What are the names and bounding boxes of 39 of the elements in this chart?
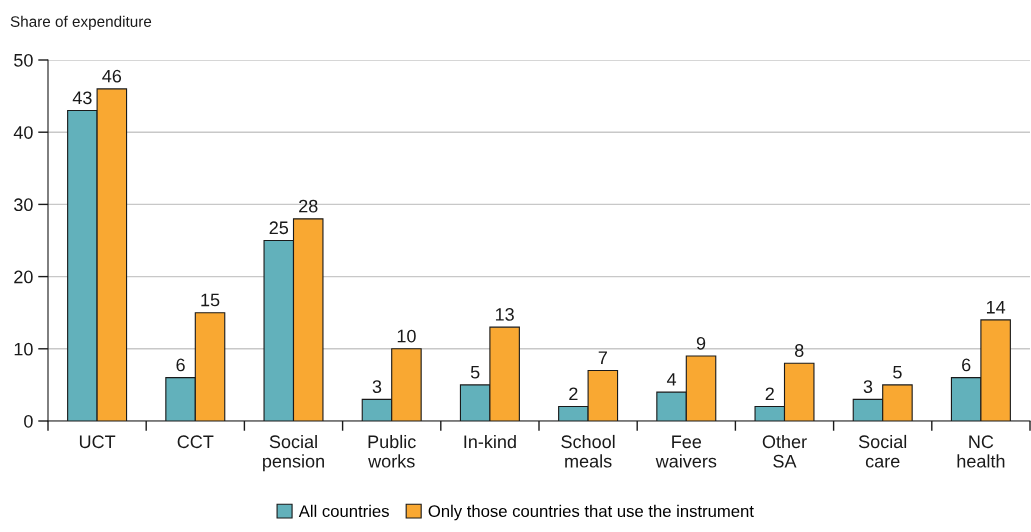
x-tick-label: UCT — [79, 435, 116, 449]
x-tick-label: Other SA — [762, 434, 807, 468]
legend-label: All countries — [298, 504, 389, 518]
data-label: 15 — [201, 293, 220, 307]
data-label: 4 — [666, 373, 677, 386]
x-tick-label: School meals — [561, 434, 615, 468]
data-label: 9 — [696, 336, 706, 350]
data-label: 13 — [495, 308, 514, 321]
data-label: 28 — [299, 199, 318, 213]
y-tick-label: 20 — [14, 270, 33, 284]
data-label: 3 — [863, 380, 873, 393]
x-tick-label: Public works — [368, 434, 416, 468]
y-tick-label: 10 — [14, 342, 33, 356]
x-tick-label: Social care — [858, 434, 907, 468]
data-label: 5 — [470, 365, 480, 379]
data-label: 7 — [598, 351, 607, 364]
data-label: 10 — [397, 329, 416, 343]
x-tick-label: In-kind — [464, 434, 516, 449]
data-label: 5 — [893, 365, 902, 379]
x-tick-label: Fee waivers — [655, 435, 717, 468]
data-label: 25 — [269, 221, 289, 235]
y-tick-label: 30 — [14, 198, 33, 212]
x-tick-label: Social pension — [263, 434, 324, 472]
y-tick-label: 40 — [13, 126, 33, 139]
data-label: 6 — [962, 358, 971, 372]
data-label: 14 — [986, 300, 1006, 314]
y-axis-title: Share of expenditure — [10, 15, 152, 30]
data-label: 6 — [176, 358, 185, 372]
data-label: 46 — [102, 69, 122, 83]
y-tick-label: 0 — [24, 414, 33, 428]
data-label: 2 — [765, 387, 774, 401]
data-label: 2 — [569, 387, 578, 401]
legend-label: Only those countries that use the instrument — [428, 504, 754, 521]
data-label: 8 — [794, 344, 804, 357]
data-label: 43 — [72, 91, 92, 105]
x-tick-label: NC health — [957, 435, 1005, 468]
x-tick-label: CCT — [177, 435, 214, 449]
data-label: 3 — [372, 380, 382, 393]
y-tick-label: 50 — [14, 53, 33, 67]
